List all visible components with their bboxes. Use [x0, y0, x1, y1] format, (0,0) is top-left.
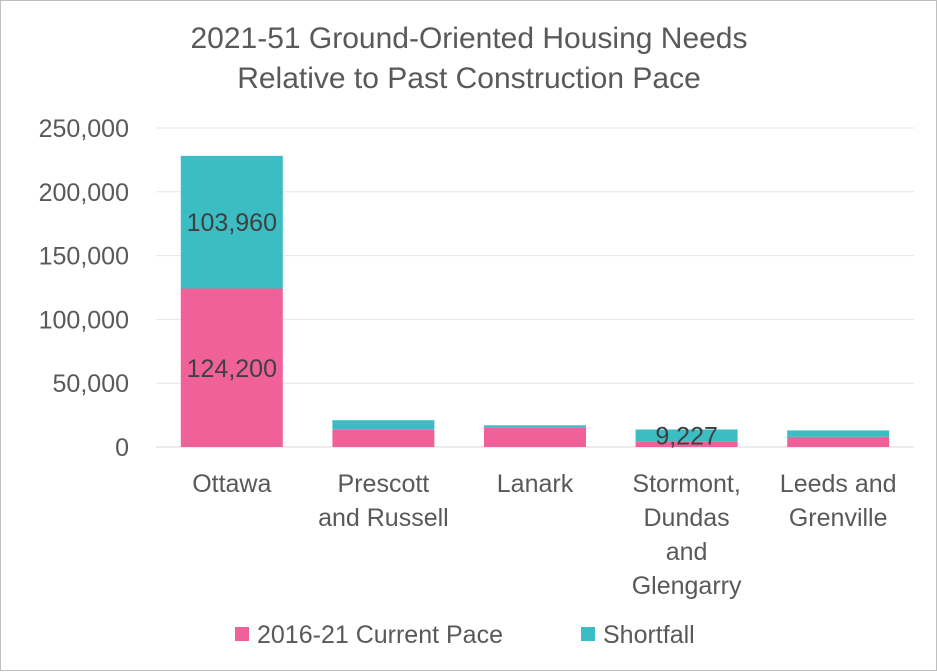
legend-label-1: Shortfall — [603, 621, 695, 649]
y-tick-label: 50,000 — [53, 370, 129, 398]
bar-current-pace-0 — [180, 288, 283, 447]
x-category-label: Prescott — [338, 470, 430, 498]
y-tick-label: 150,000 — [39, 243, 129, 271]
data-labels: 124,200 103,960 9,227 — [187, 209, 718, 450]
y-tick-label: 100,000 — [39, 306, 129, 334]
data-label: 103,960 — [187, 209, 277, 237]
x-category-label: Stormont, — [632, 470, 740, 498]
x-category-label: Leeds and — [780, 470, 897, 498]
x-category-label: Lanark — [497, 470, 574, 498]
legend-swatch-1 — [581, 627, 595, 641]
bar-shortfall-1 — [332, 420, 435, 430]
legend-label-0: 2016-21 Current Pace — [257, 621, 503, 649]
legend-swatch-0 — [235, 627, 249, 641]
bar-shortfall-3 — [635, 429, 738, 442]
chart-title: 2021-51 Ground-Oriented Housing Needs — [190, 22, 747, 55]
bar-shortfall-2 — [484, 425, 586, 428]
data-label: 124,200 — [187, 355, 277, 383]
bar-shortfall-4 — [787, 430, 890, 437]
bar-shortfall-0 — [180, 155, 283, 289]
bar-current-pace-2 — [484, 427, 586, 447]
bar-current-pace-4 — [787, 436, 890, 447]
bar-current-pace-3 — [635, 441, 738, 447]
x-category-label: Dundas — [644, 504, 730, 532]
chart-subtitle: Relative to Past Construction Pace — [237, 62, 701, 95]
y-tick-label: 200,000 — [39, 179, 129, 207]
x-category-label: Grenville — [789, 504, 888, 532]
x-category-label: Ottawa — [192, 470, 271, 498]
data-label: 9,227 — [655, 422, 718, 450]
y-axis-tick-labels: 0 50,000 100,000 150,000 200,000 250,000 — [39, 115, 129, 462]
y-tick-label: 0 — [115, 434, 129, 462]
x-category-label: and Russell — [318, 504, 449, 532]
y-tick-label: 250,000 — [39, 115, 129, 143]
x-category-label: Glengarry — [632, 572, 742, 600]
bar-current-pace-1 — [332, 429, 435, 447]
x-category-label: and — [666, 538, 708, 566]
bar-series — [180, 155, 890, 447]
legend: 2016-21 Current Pace Shortfall — [235, 621, 695, 649]
x-axis-category-labels: Ottawa Prescott and Russell Lanark Stormont,… — [192, 470, 896, 600]
